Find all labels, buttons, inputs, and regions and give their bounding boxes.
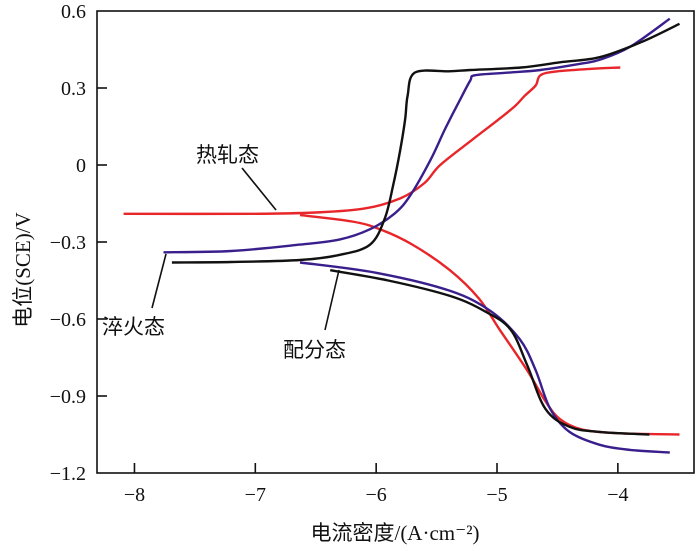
y-tick-label: −0.3 xyxy=(50,232,86,254)
annotation-leader-partitioned xyxy=(324,269,340,331)
annotation-quenched: 淬火态 xyxy=(102,315,165,339)
series-hot-rolled-anodic-line xyxy=(123,66,621,216)
x-axis-title: 电流密度/(A·cm⁻²) xyxy=(310,521,479,545)
y-axis-ticks: 0.6 0.3 0 −0.3 −0.6 −0.9 −1.2 xyxy=(50,1,107,485)
x-tick-label: −5 xyxy=(486,484,507,506)
series-partitioned-anodic-line xyxy=(171,22,681,264)
y-tick-label: 0.6 xyxy=(61,1,86,23)
annotation-leader-hot-rolled xyxy=(241,167,277,211)
annotation-hot-rolled: 热轧态 xyxy=(196,143,259,167)
y-tick-label: 0 xyxy=(76,155,86,177)
series-quenched-cathodic-line xyxy=(299,261,670,454)
annotation-leader-quenched xyxy=(151,253,167,309)
curves-layer xyxy=(123,17,681,454)
x-tick-label: −8 xyxy=(124,484,145,506)
plot-frame xyxy=(96,10,695,474)
series-partitioned-cathodic-line xyxy=(329,269,650,436)
x-tick-label: −7 xyxy=(245,484,266,506)
y-tick-label: −0.9 xyxy=(50,386,86,408)
series-hot-rolled-cathodic-line xyxy=(299,213,680,436)
y-tick-label: −1.2 xyxy=(50,463,86,485)
annotation-partitioned: 配分态 xyxy=(283,338,346,362)
y-tick-label: −0.6 xyxy=(50,309,86,331)
y-axis-title: 电位(SCE)/V xyxy=(11,212,35,328)
series-quenched-anodic-line xyxy=(163,17,671,254)
x-tick-label: −4 xyxy=(607,484,628,506)
y-tick-label: 0.3 xyxy=(61,78,86,100)
x-tick-label: −6 xyxy=(366,484,387,506)
x-axis-ticks: −8 −7 −6 −5 −4 xyxy=(124,463,629,506)
